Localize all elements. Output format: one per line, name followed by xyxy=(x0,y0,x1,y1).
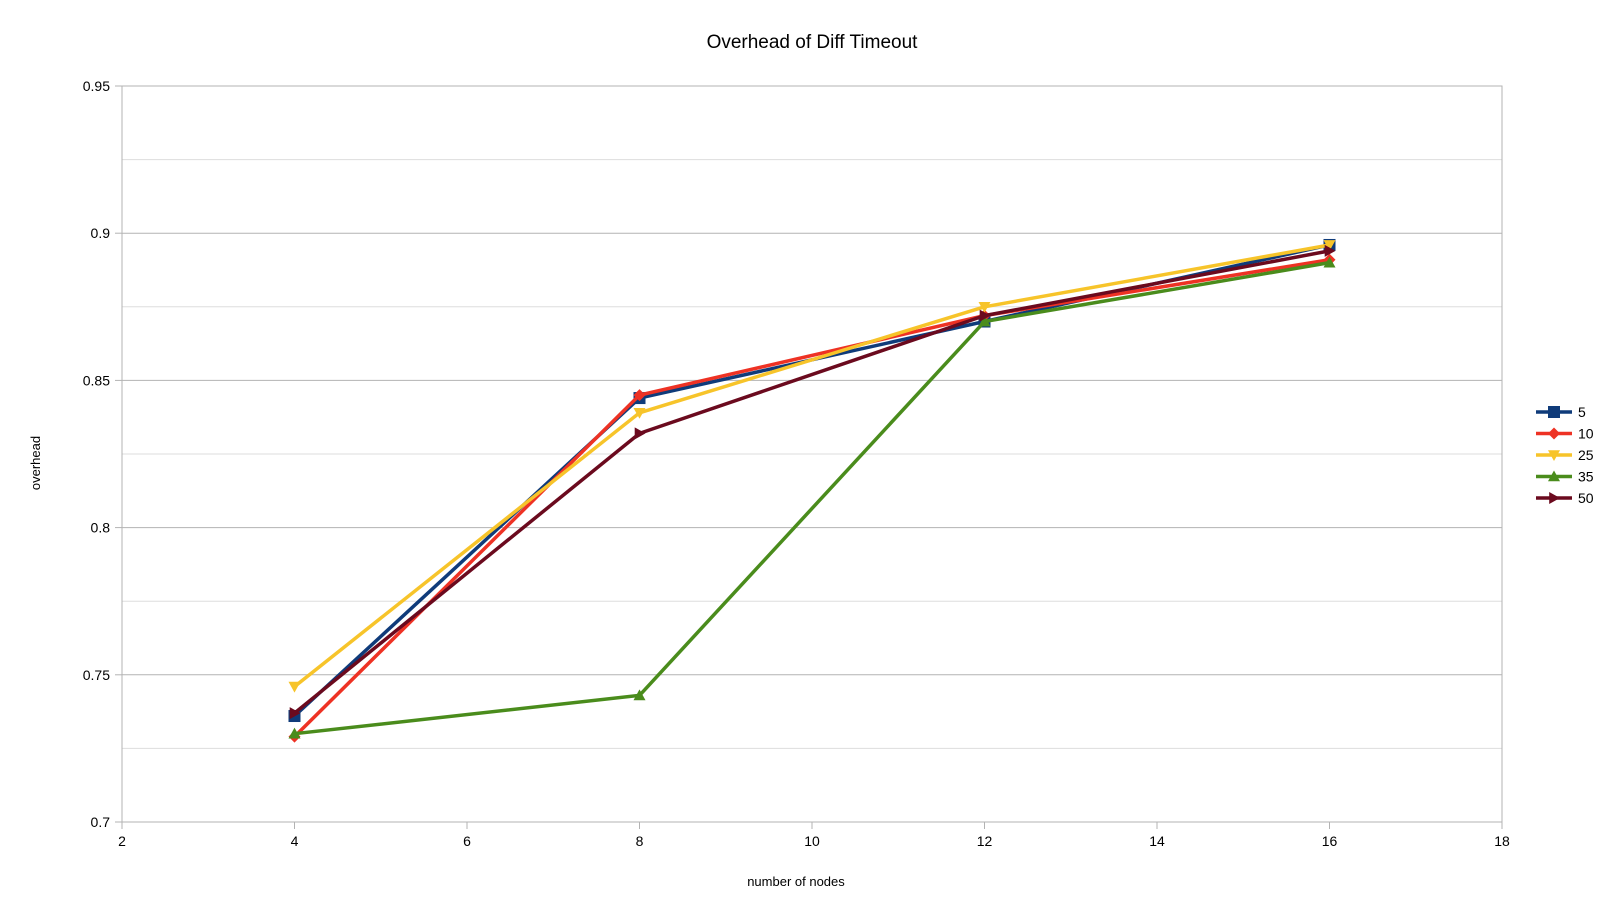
legend-label: 25 xyxy=(1578,447,1594,463)
data-point-marker xyxy=(979,309,991,322)
legend-item-35: 35 xyxy=(1536,469,1594,485)
series-5 xyxy=(288,238,1336,723)
series-50 xyxy=(289,244,1336,720)
y-tick-label: 0.85 xyxy=(83,372,110,388)
data-point-marker xyxy=(978,315,991,327)
legend-label: 5 xyxy=(1578,404,1586,420)
data-point-marker xyxy=(978,302,991,313)
legend-item-10: 10 xyxy=(1536,426,1594,442)
data-point-marker xyxy=(633,407,646,419)
legend-label: 35 xyxy=(1578,469,1594,485)
series-line-35 xyxy=(292,260,1332,736)
series-line-25 xyxy=(292,243,1332,689)
y-tick-label: 0.75 xyxy=(83,667,110,683)
grid-lines xyxy=(122,85,1502,749)
legend-swatch-marker xyxy=(1548,427,1560,440)
x-tick-label: 14 xyxy=(1149,833,1165,849)
data-point-marker xyxy=(634,427,646,440)
x-tick-label: 6 xyxy=(463,833,471,849)
y-tick-label: 0.8 xyxy=(91,520,111,536)
y-axis-title: overhead xyxy=(28,436,43,490)
y-tick-label: 0.95 xyxy=(83,78,110,94)
legend-swatch-marker xyxy=(1549,492,1560,504)
series-line-50 xyxy=(292,249,1332,715)
data-point-marker xyxy=(288,681,301,693)
x-tick-label: 4 xyxy=(291,833,299,849)
data-point-marker xyxy=(1323,240,1336,251)
x-tick-label: 8 xyxy=(636,833,644,849)
axis-ticks: 0.7 0.75 0.8 0.85 0.9 0.95 2 4 6 8 10 12 14 16 18 xyxy=(83,78,1510,849)
data-point-marker xyxy=(633,389,646,402)
y-tick-label: 0.7 xyxy=(91,814,111,830)
x-tick-label: 12 xyxy=(977,833,993,849)
data-point-marker xyxy=(633,689,646,701)
series-35 xyxy=(288,256,1336,739)
x-tick-label: 18 xyxy=(1494,833,1510,849)
legend-swatch-marker xyxy=(1548,450,1560,461)
legend-swatch-marker xyxy=(1548,406,1560,418)
legend-swatch-marker xyxy=(1548,470,1560,482)
data-point-marker xyxy=(1323,256,1336,268)
data-point-marker xyxy=(288,727,301,739)
series-25 xyxy=(288,240,1336,693)
legend-item-5: 5 xyxy=(1536,404,1586,420)
series-10 xyxy=(288,253,1336,743)
data-point-marker xyxy=(1324,244,1336,257)
series-lines xyxy=(288,238,1336,743)
legend: 5 10 25 35 50 xyxy=(1536,404,1594,506)
x-tick-label: 10 xyxy=(804,833,820,849)
chart-title: Overhead of Diff Timeout xyxy=(707,32,919,53)
x-tick-label: 16 xyxy=(1322,833,1338,849)
y-tick-label: 0.9 xyxy=(91,225,111,241)
legend-label: 50 xyxy=(1578,490,1594,506)
series-line-5 xyxy=(292,243,1332,718)
x-axis-title: number of nodes xyxy=(747,874,845,889)
series-line-10 xyxy=(292,257,1332,739)
data-point-marker xyxy=(289,707,301,720)
legend-item-25: 25 xyxy=(1536,447,1594,463)
x-tick-label: 2 xyxy=(118,833,126,849)
legend-item-50: 50 xyxy=(1536,490,1594,506)
legend-label: 10 xyxy=(1578,426,1594,442)
